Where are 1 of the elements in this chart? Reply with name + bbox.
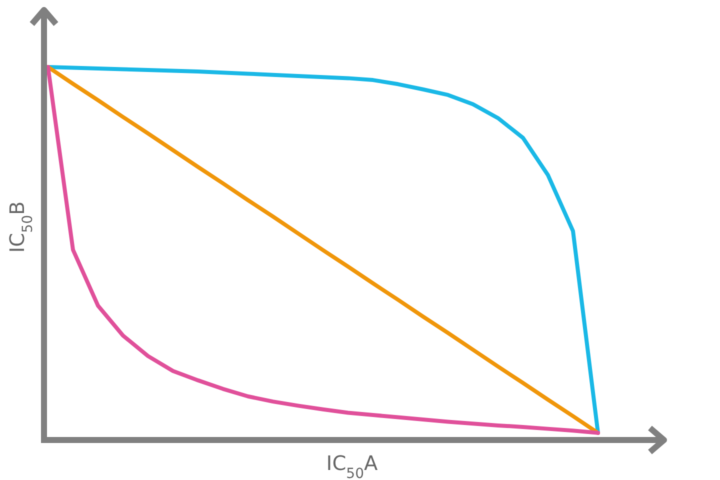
x-axis-title: IC$_{50}$A: [326, 451, 378, 480]
